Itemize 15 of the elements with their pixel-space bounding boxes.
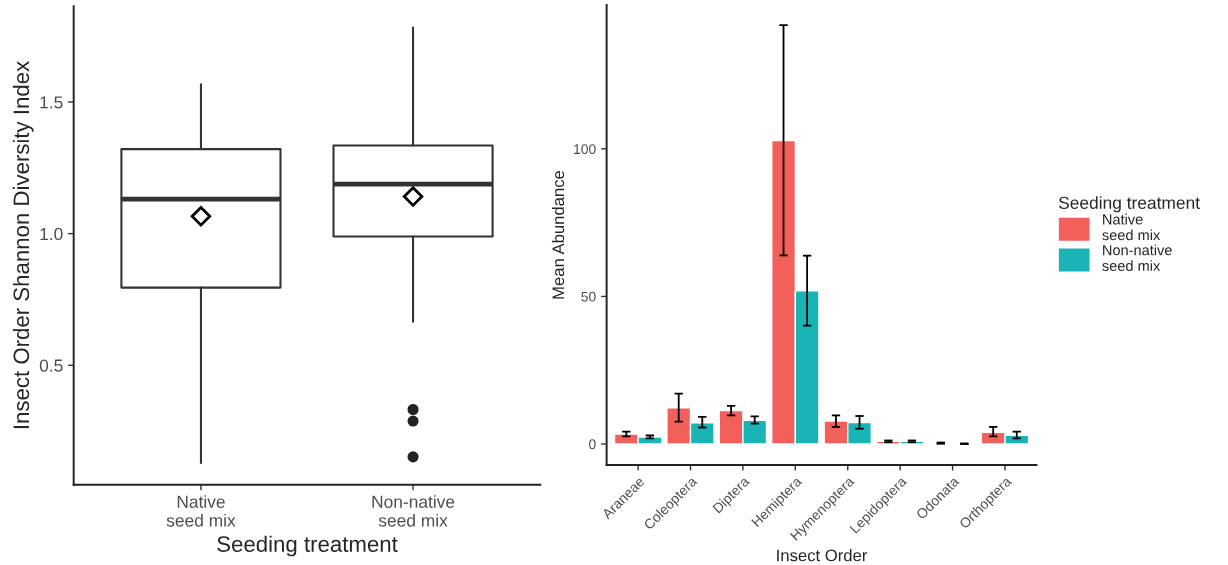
x-tick-label: Non-native seed mix [372, 495, 455, 527]
legend-title: Seeding treatment [1058, 196, 1200, 213]
x-axis-title: Seeding treatment [217, 535, 398, 557]
legend-label: Non-native seed mix [1102, 244, 1172, 272]
y-tick-label: 0.5 [39, 359, 63, 372]
y-axis-title: Insect Order Shannon Diversity Index [12, 61, 34, 429]
x-tick-label: Native seed mix [166, 495, 236, 527]
y-tick-label: 1.5 [40, 96, 63, 109]
legend-label: Native seed mix [1102, 213, 1161, 241]
y-tick-label: 0 [589, 439, 596, 450]
x-axis-title: Insect Order [777, 549, 868, 562]
y-tick-label: 100 [574, 144, 596, 155]
y-tick-label: 1.0 [40, 227, 63, 241]
y-axis-title: Mean Abundance [551, 170, 565, 299]
y-tick-label: 50 [581, 291, 596, 302]
